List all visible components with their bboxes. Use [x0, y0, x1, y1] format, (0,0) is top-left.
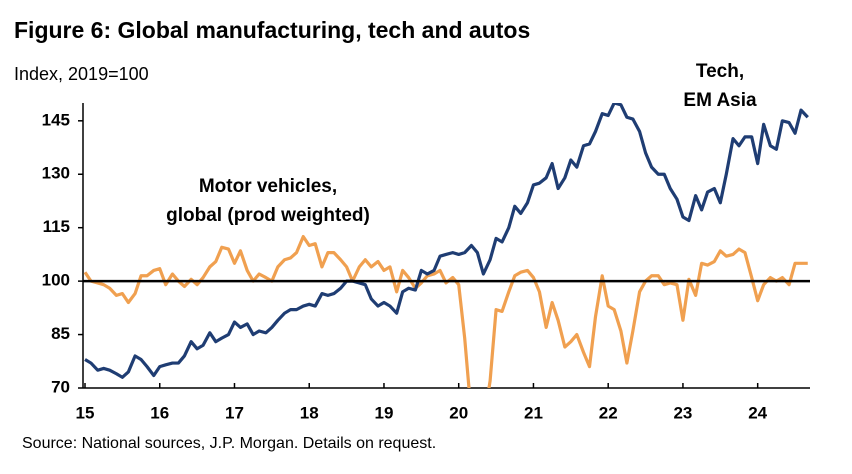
x-tick-label: 15 [76, 403, 95, 422]
series-label: global (prod weighted) [166, 205, 370, 226]
chart-title: Figure 6: Global manufacturing, tech and… [14, 17, 530, 43]
y-tick-label: 100 [42, 271, 70, 290]
y-tick-label: 115 [43, 217, 70, 236]
x-tick-label: 20 [449, 403, 468, 422]
series-label: Motor vehicles, [199, 176, 337, 197]
x-tick-label: 21 [524, 403, 543, 422]
x-tick-label: 16 [150, 403, 169, 422]
y-tick-label: 85 [51, 324, 70, 343]
series-label: EM Asia [683, 90, 757, 111]
y-tick-label: 130 [42, 164, 70, 183]
x-tick-label: 22 [599, 403, 618, 422]
subtitle: Index, 2019=100 [14, 64, 149, 84]
y-tick-label: 145 [42, 110, 70, 129]
series-line [83, 234, 808, 388]
x-tick-label: 17 [225, 403, 244, 422]
series-label: Tech, [696, 61, 744, 82]
series-line [84, 103, 809, 379]
x-tick-label: 18 [300, 403, 319, 422]
x-tick-label: 19 [375, 403, 394, 422]
y-tick-label: 70 [51, 377, 70, 396]
x-tick-label: 24 [748, 403, 767, 422]
x-tick-label: 23 [673, 403, 692, 422]
source: Source: National sources, J.P. Morgan. D… [22, 435, 436, 452]
